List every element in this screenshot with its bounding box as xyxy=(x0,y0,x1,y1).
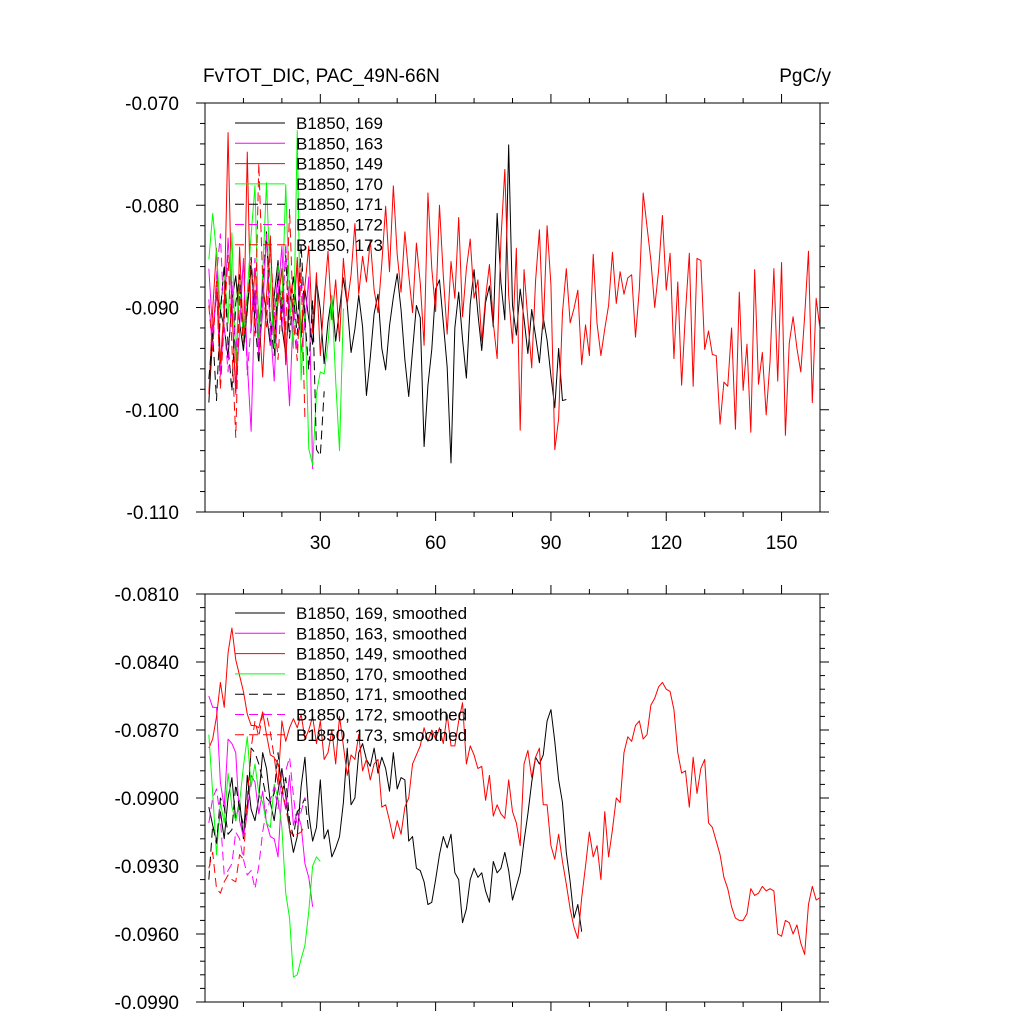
y-tick-label: -0.0960 xyxy=(115,925,179,946)
series-line-1 xyxy=(208,709,583,932)
legend-label: B1850, 170, smoothed xyxy=(296,665,467,684)
x-tick-label: 90 xyxy=(540,533,561,554)
plot-title: FvTOT_DIC, PAC_49N-66N xyxy=(203,66,440,87)
legend-label: B1850, 163 xyxy=(296,134,383,153)
top-panel: 30 60 90 120 150 -0.110 -0.100 -0.090 -0.080 -0.0… xyxy=(125,94,829,554)
y-tick-label: -0.100 xyxy=(125,401,179,422)
series-line-6 xyxy=(208,233,306,376)
x-tick-label: 30 xyxy=(310,533,331,554)
legend-label: B1850, 172 xyxy=(296,216,383,235)
y-tick-label: -0.070 xyxy=(125,94,179,115)
y-tick-label: -0.0840 xyxy=(115,653,179,674)
series-line-5 xyxy=(208,747,310,880)
series-line-5 xyxy=(208,231,325,457)
legend-label: B1850, 149 xyxy=(296,155,383,174)
legend-label: B1850, 170 xyxy=(296,175,383,194)
y-tick-label: -0.110 xyxy=(127,503,179,524)
y-tick-label: -0.090 xyxy=(125,299,179,320)
y-tick-label: -0.0810 xyxy=(115,585,179,606)
units-label: PgC/y xyxy=(779,66,831,87)
y-tick-label: -0.0900 xyxy=(115,789,179,810)
series-line-3 xyxy=(208,627,820,955)
legend-label: B1850, 173, smoothed xyxy=(296,726,467,745)
legend-label: B1850, 173 xyxy=(296,236,383,255)
y-tick-label: -0.0990 xyxy=(115,993,179,1014)
x-tick-label: 120 xyxy=(650,533,682,554)
x-tick-label: 150 xyxy=(766,533,798,554)
series-line-4 xyxy=(208,734,321,978)
legend-label: B1850, 171, smoothed xyxy=(296,685,467,704)
legend-label: B1850, 171 xyxy=(296,195,383,214)
series-line-7 xyxy=(208,162,306,438)
legend-label: B1850, 169 xyxy=(296,114,383,133)
series-line-2 xyxy=(208,695,314,907)
y-tick-label: -0.0870 xyxy=(115,721,179,742)
legend-label: B1850, 172, smoothed xyxy=(296,706,467,725)
legend-label: B1850, 163, smoothed xyxy=(296,624,467,643)
y-tick-label: -0.0930 xyxy=(115,857,179,878)
y-tick-label: -0.080 xyxy=(125,196,179,217)
x-tick-label: 60 xyxy=(425,533,446,554)
bottom-panel: -0.0990 -0.0960 -0.0930 -0.0900 -0.0870 -0.08… xyxy=(115,585,829,1014)
legend-label: B1850, 149, smoothed xyxy=(296,645,467,664)
series-line-7 xyxy=(208,713,306,894)
legend-label: B1850, 169, smoothed xyxy=(296,604,467,623)
